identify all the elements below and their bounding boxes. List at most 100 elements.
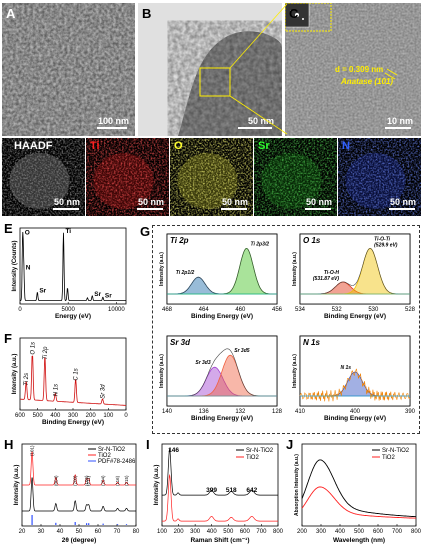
hrtem-image	[285, 3, 421, 136]
panel-label-b: B	[142, 6, 152, 21]
eds-peak-label: O	[25, 230, 30, 237]
y-axis-label: Intensity (a.u.)	[14, 465, 20, 506]
xrd-peak-label: (215)	[124, 475, 129, 486]
x-tick-label: 50	[76, 529, 83, 535]
eds-map-scale: 50 nm	[305, 197, 332, 207]
scale-label-a: 100 nm	[97, 116, 129, 126]
eds-peak-label: Sr	[39, 288, 46, 295]
panel-label-j: J	[286, 437, 294, 452]
x-tick-label: 600	[373, 529, 384, 535]
x-axis-label: Binding Energy (eV)	[324, 313, 386, 320]
eds-map-ti: Ti 50 nm	[86, 138, 169, 216]
x-tick-label: 410	[295, 409, 306, 415]
y-axis-label: Intensity (a.u.)	[159, 354, 165, 388]
xps-peak-label: Ti-O-Ti	[374, 236, 391, 242]
x-tick-label: 10000	[108, 307, 125, 313]
xps-peak-value: (529.9 eV)	[374, 242, 398, 248]
xps-panel-title: Ti 2p	[170, 236, 189, 245]
xrd-peak-label: (101)	[30, 445, 35, 456]
x-tick-label: 400	[335, 529, 346, 535]
xps-highres-box	[152, 225, 420, 434]
x-tick-label: 800	[273, 529, 284, 535]
eds-map-scale-bar	[389, 208, 415, 210]
x-tick-label: 700	[256, 529, 267, 535]
xps-peak-label: Ti 2s	[24, 373, 30, 386]
xps-peak-label: C 1s	[74, 368, 80, 380]
eds-peak-label: Sr	[94, 291, 101, 298]
eds-map-o: O 50 nm	[170, 138, 253, 216]
x-tick-label: 534	[295, 307, 306, 313]
x-tick-label: 456	[272, 307, 283, 313]
xps-peak-label: Sr 3d	[101, 384, 107, 399]
xrd-series-line	[22, 451, 136, 486]
plot-bg	[167, 234, 277, 304]
xps-peak-label: Ti 2p	[43, 346, 49, 360]
x-tick-label: 60	[95, 529, 102, 535]
xps-panel-title: N 1s	[303, 338, 320, 347]
x-tick-label: 70	[114, 529, 121, 535]
x-tick-label: 0	[124, 413, 128, 419]
y-axis-label: Intensity (Counts)	[12, 241, 18, 292]
x-tick-label: 532	[332, 307, 343, 313]
eds-map-scale-bar	[53, 208, 79, 210]
x-tick-label: 200	[174, 529, 185, 535]
xps-peak-label: N 1s	[53, 384, 59, 396]
eds-map-n: N 50 nm	[338, 138, 421, 216]
legend-label: TiO2	[382, 455, 395, 461]
xps-panel-title: Sr 3d	[170, 338, 191, 347]
eds-peak-label: N	[26, 265, 31, 272]
x-tick-label: 500	[33, 413, 44, 419]
eds-peak-label: Ti	[65, 228, 71, 235]
raman-peak-label: 146	[168, 447, 179, 454]
xps-panel-title: O 1s	[303, 236, 321, 245]
n1s-chart: 410 400 390 Binding Energy (eV) Intensity (a…	[292, 335, 416, 422]
panel-label-f: F	[4, 331, 12, 346]
xps-peak-label: O 1s	[30, 342, 36, 355]
eds-map-scale-bar	[137, 208, 163, 210]
scale-bar-c	[385, 127, 411, 129]
plot-frame	[19, 227, 127, 305]
panel-label-g: G	[140, 224, 151, 239]
x-axis-label: Binding Energy (eV)	[324, 415, 386, 422]
plot-frame	[161, 443, 279, 527]
x-tick-label: 140	[162, 409, 173, 415]
scale-bar-b	[238, 127, 272, 129]
x-tick-label: 468	[162, 307, 173, 313]
sem-image-panel-a: A 100 nm	[2, 3, 135, 136]
raman-peak-label: 642	[246, 487, 257, 494]
x-tick-label: 390	[405, 409, 416, 415]
ti2p-chart: 468 464 460 456 Binding Energy (eV) Intensity…	[159, 233, 283, 320]
panel-label-e: E	[4, 221, 13, 236]
eds-map-image	[170, 138, 253, 216]
raman-peak-label: 518	[226, 487, 237, 494]
x-tick-label: 0	[18, 307, 22, 313]
eds-map-image	[254, 138, 337, 216]
y-axis-label: Intensity (a.u.)	[154, 465, 160, 506]
eds-map-scale: 50 nm	[53, 197, 80, 207]
eds-map-image	[338, 138, 421, 216]
xrd-peak-label: (004)	[53, 475, 58, 486]
xrd-peak-label: (200)	[73, 475, 78, 486]
eds-map-label: Ti	[90, 140, 100, 152]
x-tick-label: 136	[199, 409, 210, 415]
x-tick-label: 530	[368, 307, 379, 313]
legend-label: Sr-N-TiO2	[382, 448, 410, 454]
plot-frame	[299, 233, 411, 305]
eds-map-scale: 50 nm	[221, 197, 248, 207]
x-tick-label: 300	[68, 413, 79, 419]
x-tick-label: 500	[354, 529, 365, 535]
x-tick-label: 300	[190, 529, 201, 535]
panel-label-a: A	[6, 6, 16, 21]
x-axis-label: Raman Shift (cm⁻¹)	[190, 537, 249, 544]
uvvis-series-line	[301, 486, 416, 519]
eds-map-haadf: HAADF 50 nm	[2, 138, 85, 216]
plot-frame	[299, 335, 411, 407]
raman-series-line	[162, 447, 278, 496]
raman-chart: 100 200 300 400 500 600 700 800 Raman Shift (cm⁻…	[154, 443, 284, 544]
uvvis-chart: 200 300 400 500 600 700 800 Wavelength (nm) Abso…	[294, 443, 422, 544]
legend-label: Sr-N-TiO2	[98, 447, 126, 453]
x-axis-label: Wavelength (nm)	[333, 537, 385, 544]
eds-map-scale: 50 nm	[137, 197, 164, 207]
xrd-peak-label: (204)	[101, 475, 106, 486]
xrd-peak-label: (116)	[115, 475, 120, 486]
